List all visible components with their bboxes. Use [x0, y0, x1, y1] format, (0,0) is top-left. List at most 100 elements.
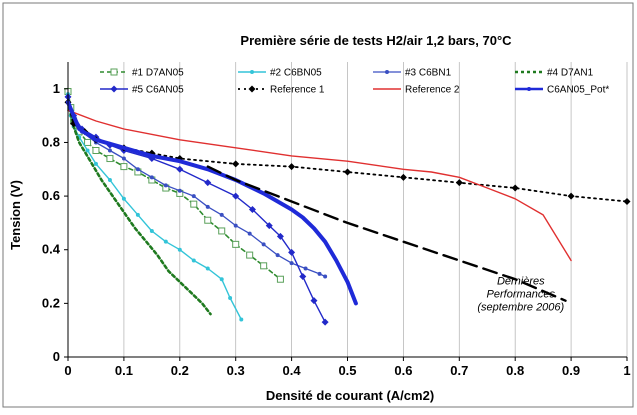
data-point — [250, 70, 254, 74]
data-point — [135, 167, 140, 172]
data-point — [248, 206, 256, 213]
data-point — [299, 273, 307, 281]
data-point — [177, 247, 182, 252]
data-point — [149, 175, 154, 180]
legend-entry: #2 C6BN05 — [238, 68, 322, 79]
data-point — [205, 204, 210, 209]
data-point — [288, 248, 296, 256]
legend-label: Reference 1 — [270, 85, 325, 96]
data-point — [219, 212, 224, 217]
data-point — [275, 253, 280, 258]
data-point — [239, 317, 244, 322]
ticks-layer: 0 0.1 0.2 0.3 0.4 0.5 0.6 0.7 0.8 0.9 1 0 0.2 0.4 0.6 0… — [42, 81, 631, 378]
x-tick-label: 0.5 — [338, 363, 356, 378]
series-line — [66, 100, 358, 306]
data-point — [276, 232, 284, 240]
data-point — [191, 258, 196, 263]
data-point — [567, 192, 575, 200]
legend-label: #2 C6BN05 — [270, 68, 322, 79]
data-point — [219, 277, 224, 282]
legend-label: Reference 2 — [405, 85, 460, 96]
series-layer — [64, 88, 631, 326]
series-line — [206, 165, 567, 302]
data-point — [344, 168, 351, 176]
series-c6an05-pot- — [66, 100, 358, 306]
data-point — [176, 165, 184, 173]
y-tick-label: 0.2 — [42, 295, 60, 310]
data-point — [218, 227, 226, 235]
series-reference-2 — [67, 109, 572, 262]
data-point — [204, 216, 212, 224]
data-point — [511, 184, 519, 192]
series-extrapolation — [206, 165, 567, 302]
data-point — [107, 178, 112, 182]
data-point — [247, 231, 252, 236]
y-tick-label: 0.8 — [42, 134, 60, 149]
legend-entry: #3 C6BN1 — [373, 68, 452, 79]
legend-entry: Reference 2 — [373, 85, 460, 96]
annotation-line: Dernières — [497, 276, 545, 288]
data-point — [623, 197, 631, 205]
data-point — [310, 297, 318, 305]
legend-entry: Reference 1 — [238, 85, 325, 96]
data-point — [106, 155, 114, 163]
data-point — [233, 223, 238, 228]
series--4-d7an1 — [66, 100, 212, 316]
legend-swatch-marker — [527, 87, 531, 91]
x-tick-label: 0.4 — [283, 363, 302, 378]
data-point — [191, 194, 196, 199]
data-point — [288, 163, 296, 171]
x-tick-label: 0 — [64, 363, 71, 378]
legend-label: #4 D7AN1 — [547, 68, 594, 79]
annotation-line: Performances — [487, 289, 556, 301]
x-tick-label: 0.1 — [115, 363, 133, 378]
data-point — [228, 296, 233, 300]
data-point — [246, 251, 254, 259]
data-point — [121, 156, 126, 161]
x-tick-label: 0.2 — [171, 363, 189, 378]
data-point — [289, 261, 294, 266]
data-point — [204, 179, 212, 187]
x-tick-label: 1 — [623, 363, 630, 378]
legend-label: #1 D7AN05 — [132, 68, 184, 79]
data-point — [84, 138, 92, 146]
data-point — [85, 148, 90, 153]
data-point — [232, 240, 240, 248]
legend-entry: #5 C6AN05 — [100, 85, 184, 96]
legend-label: #5 C6AN05 — [132, 85, 184, 96]
legend-entry: #4 D7AN1 — [515, 68, 594, 79]
chart-title: Première série de tests H2/air 1,2 bars,… — [240, 33, 512, 48]
data-point — [303, 266, 308, 271]
data-point — [163, 183, 168, 188]
data-point — [455, 179, 463, 187]
series-line — [66, 100, 212, 316]
y-tick-label: 0 — [53, 349, 60, 364]
data-point — [321, 318, 329, 326]
legend-entry: #1 D7AN05 — [100, 68, 184, 79]
data-point — [93, 161, 98, 166]
y-tick-label: 1 — [53, 81, 60, 96]
y-tick-label: 0.4 — [42, 242, 61, 257]
data-point — [232, 192, 240, 200]
data-point — [276, 275, 284, 283]
data-point — [120, 163, 128, 171]
data-point — [248, 85, 256, 93]
x-tick-label: 0.9 — [562, 363, 580, 378]
data-point — [399, 173, 407, 181]
data-point — [205, 266, 210, 271]
y-axis-label: Tension (V) — [8, 180, 23, 250]
data-point — [135, 212, 140, 217]
data-point — [385, 70, 389, 74]
legend-entry: C6AN05_Pot* — [515, 85, 609, 96]
data-point — [121, 196, 126, 201]
data-point — [265, 222, 273, 230]
data-point — [261, 242, 266, 247]
legend-label: C6AN05_Pot* — [547, 85, 609, 96]
data-point — [110, 68, 118, 76]
x-tick-label: 0.6 — [394, 363, 412, 378]
x-tick-label: 0.7 — [450, 363, 468, 378]
data-point — [110, 85, 118, 93]
